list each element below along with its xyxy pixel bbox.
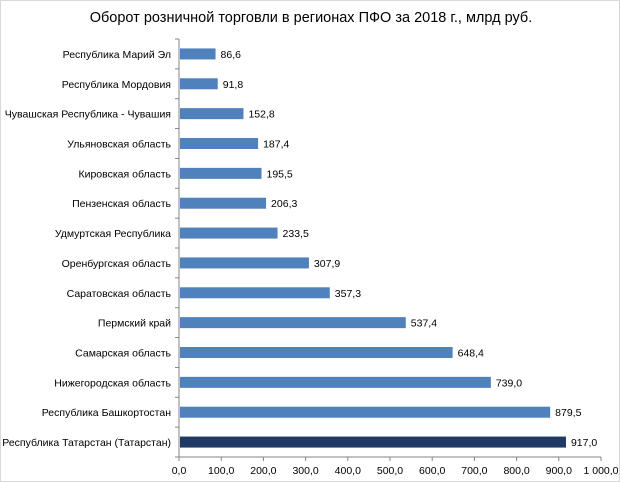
x-tick-label: 900,0 — [546, 465, 572, 477]
data-label: 233,5 — [283, 228, 309, 240]
data-label: 739,0 — [496, 377, 522, 389]
category-label: Оренбургская область — [62, 258, 172, 270]
data-label: 537,4 — [411, 318, 437, 330]
bar — [180, 167, 262, 179]
data-label: 86,6 — [221, 49, 242, 61]
bar — [180, 317, 406, 329]
x-tick-label: 200,0 — [250, 465, 276, 477]
x-tick-label: 400,0 — [335, 465, 361, 477]
data-label: 357,3 — [335, 288, 361, 300]
category-label: Саратовская область — [67, 288, 172, 300]
x-tick-label: 700,0 — [461, 465, 487, 477]
bar — [180, 48, 216, 60]
data-label: 91,8 — [223, 79, 244, 91]
x-tick-label: 300,0 — [292, 465, 318, 477]
category-label: Чувашская Республика - Чувашия — [5, 109, 171, 121]
x-tick-label: 100,0 — [208, 465, 234, 477]
x-tick-label: 1 000,0 — [583, 465, 618, 477]
category-label: Кировская область — [78, 168, 171, 180]
chart-title: Оборот розничной торговли в регионах ПФО… — [89, 10, 533, 26]
bar — [180, 376, 491, 388]
data-label: 917,0 — [571, 437, 597, 449]
x-tick-label: 600,0 — [419, 465, 445, 477]
category-label: Республика Татарстан (Татарстан) — [2, 437, 171, 449]
bar — [180, 287, 330, 299]
category-label: Удмуртская Республика — [55, 228, 171, 240]
category-label: Нижегородская область — [54, 377, 171, 389]
category-label: Самарская область — [75, 348, 171, 360]
bar — [180, 78, 218, 90]
x-tick-label: 500,0 — [377, 465, 403, 477]
data-label: 648,4 — [458, 348, 484, 360]
bar — [180, 197, 267, 209]
bar — [180, 436, 566, 448]
bar — [180, 347, 453, 358]
data-label: 206,3 — [271, 198, 297, 210]
data-label: 195,5 — [267, 168, 293, 180]
data-label: 187,4 — [263, 139, 289, 151]
x-tick-label: 800,0 — [503, 465, 529, 477]
category-label: Республика Мордовия — [62, 79, 171, 91]
category-label: Республика Башкортостан — [42, 407, 171, 419]
data-label: 307,9 — [314, 258, 340, 270]
data-label: 152,8 — [248, 109, 274, 121]
bar — [180, 108, 244, 120]
bar — [180, 227, 278, 239]
data-label: 879,5 — [555, 407, 581, 419]
x-tick-label: 0,0 — [172, 465, 187, 477]
category-label: Республика Марий Эл — [63, 49, 171, 61]
bar — [180, 138, 259, 149]
category-label: Ульяновская область — [67, 139, 171, 151]
bar — [180, 406, 551, 418]
category-label: Пермский край — [98, 318, 171, 330]
bar — [180, 257, 309, 269]
category-label: Пензенская область — [72, 198, 171, 210]
